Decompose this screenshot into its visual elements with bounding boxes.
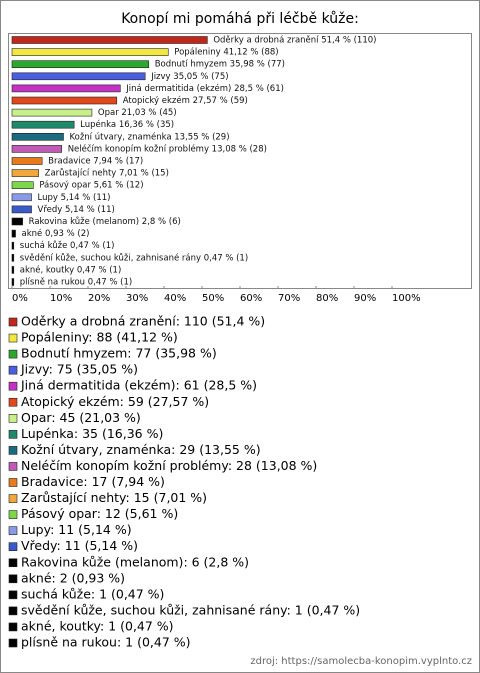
value-label: Bradavice 7,94 % (17) bbox=[48, 157, 143, 167]
value-label: suchá kůže 0,47 % (1) bbox=[20, 240, 115, 251]
legend-swatch bbox=[8, 446, 18, 455]
legend-label: Bradavice: 17 (7,94 %) bbox=[21, 474, 165, 489]
x-tick-label: 30% bbox=[126, 293, 148, 304]
value-label: Opar 21,03 % (45) bbox=[98, 108, 177, 118]
bar bbox=[11, 84, 121, 93]
bar bbox=[11, 181, 34, 189]
value-label: Vředy 5,14 % (11) bbox=[38, 205, 115, 215]
legend-swatch bbox=[8, 333, 18, 343]
bar bbox=[11, 278, 15, 286]
legend-label: Kožní útvary, znaménka: 29 (13,55 %) bbox=[21, 442, 261, 457]
bar bbox=[11, 254, 15, 262]
legend-label: suchá kůže: 1 (0,47 %) bbox=[21, 586, 164, 601]
legend-swatch bbox=[8, 494, 18, 503]
value-label: Jiná dermatitida (ekzém) 28,5 % (61) bbox=[125, 83, 284, 94]
legend-swatch bbox=[8, 606, 18, 616]
bar bbox=[11, 241, 15, 250]
legend-swatch bbox=[8, 349, 18, 359]
legend-label: Rakovina kůže (melanom): 6 (2,8 %) bbox=[21, 554, 249, 569]
legend-label: Atopický ekzém: 59 (27,57 %) bbox=[21, 394, 209, 409]
legend-swatch bbox=[8, 542, 18, 552]
bar bbox=[11, 169, 39, 177]
value-label: Bodnutí hmyzem 35,98 % (77) bbox=[155, 60, 285, 70]
value-label: Pásový opar 5,61 % (12) bbox=[39, 181, 143, 191]
legend-swatch bbox=[8, 317, 18, 327]
bar bbox=[11, 145, 63, 153]
legend-swatch bbox=[8, 526, 18, 535]
legend-label: akné, koutky: 1 (0,47 %) bbox=[21, 618, 174, 633]
bar bbox=[11, 60, 150, 69]
value-label: Atopický ekzém 27,57 % (59) bbox=[123, 95, 248, 106]
legend-label: Pásový opar: 12 (5,61 %) bbox=[21, 506, 178, 521]
legend-label: Popáleniny: 88 (41,12 %) bbox=[21, 330, 178, 345]
legend-swatch bbox=[8, 638, 18, 648]
value-label: Lupy 5,14 % (11) bbox=[38, 193, 111, 203]
x-tick-label: 50% bbox=[202, 293, 224, 304]
bar bbox=[11, 108, 93, 117]
legend-label: Jizvy: 75 (35,05 %) bbox=[20, 362, 138, 377]
x-tick-label: 70% bbox=[278, 293, 300, 304]
value-label: Lupénka 16,36 % (35) bbox=[80, 119, 174, 130]
value-label: Zarůstající nehty 7,01 % (15) bbox=[45, 168, 169, 179]
legend-label: Jiná dermatitida (ekzém): 61 (28,5 %) bbox=[20, 378, 257, 393]
legend-swatch bbox=[8, 397, 18, 407]
bar bbox=[11, 120, 75, 129]
value-label: Oděrky a drobná zranění 51,4 % (110) bbox=[213, 36, 376, 46]
x-tick-label: 100% bbox=[392, 293, 421, 304]
bar bbox=[11, 266, 15, 274]
bar bbox=[11, 157, 43, 165]
value-label: Popáleniny 41,12 % (88) bbox=[174, 48, 278, 58]
bar bbox=[11, 96, 118, 105]
bar bbox=[11, 48, 169, 56]
legend-swatch bbox=[8, 590, 18, 600]
bar bbox=[11, 72, 146, 81]
legend-label: Vředy: 11 (5,14 %) bbox=[21, 538, 138, 553]
value-label: akné 0,93 % (2) bbox=[22, 228, 90, 239]
legend-label: Opar: 45 (21,03 %) bbox=[21, 410, 141, 425]
legend-label: plísně na rukou: 1 (0,47 %) bbox=[21, 635, 191, 650]
bar bbox=[11, 217, 23, 226]
legend-label: akné: 2 (0,93 %) bbox=[21, 570, 125, 585]
value-label: Jizvy 35,05 % (75) bbox=[150, 72, 228, 82]
value-label: akné, koutky 0,47 % (1) bbox=[20, 264, 122, 275]
legend-label: Lupy: 11 (5,14 %) bbox=[21, 522, 132, 537]
legend-swatch bbox=[8, 478, 18, 487]
bar bbox=[11, 205, 32, 214]
legend-swatch bbox=[8, 430, 18, 439]
legend-label: Zarůstající nehty: 15 (7,01 %) bbox=[21, 490, 207, 505]
chart-title: Konopí mi pomáhá při léčbě kůže: bbox=[121, 11, 359, 27]
legend-swatch bbox=[8, 462, 18, 471]
value-label: svědění kůže, suchou kůži, zahnisané rán… bbox=[20, 252, 248, 263]
x-tick-label: 80% bbox=[316, 293, 338, 304]
legend-swatch bbox=[8, 365, 18, 375]
legend-swatch bbox=[8, 510, 18, 519]
bar bbox=[11, 133, 64, 141]
x-tick-label: 40% bbox=[164, 293, 186, 304]
value-label: plísně na rukou 0,47 % (1) bbox=[20, 278, 132, 288]
bar bbox=[11, 229, 16, 238]
value-label: Kožní útvary, znaménka 13,55 % (29) bbox=[69, 131, 229, 142]
legend-swatch bbox=[8, 558, 18, 568]
x-tick-label: 60% bbox=[240, 293, 262, 304]
value-label: Rakovina kůže (melanom) 2,8 % (6) bbox=[29, 216, 181, 227]
x-tick-label: 0% bbox=[12, 293, 28, 304]
legend-label: Bodnutí hmyzem: 77 (35,98 %) bbox=[21, 346, 217, 361]
value-label: Neléčím konopím kožní problémy 13,08 % (… bbox=[68, 143, 267, 154]
legend-swatch bbox=[8, 574, 18, 584]
x-tick-label: 20% bbox=[88, 293, 110, 304]
legend-label: svědění kůže, suchou kůži, zahnisané rán… bbox=[21, 602, 360, 617]
bar bbox=[11, 193, 32, 202]
x-tick-label: 90% bbox=[354, 293, 376, 304]
x-tick-label: 10% bbox=[50, 293, 72, 304]
legend-label: Neléčím konopím kožní problémy: 28 (13,0… bbox=[21, 458, 317, 473]
legend-swatch bbox=[8, 622, 18, 632]
legend-swatch bbox=[8, 413, 18, 423]
legend-swatch bbox=[8, 381, 18, 391]
bar bbox=[11, 36, 208, 44]
source: zdroj: https://samolecba-konopim.vyplnto… bbox=[250, 656, 472, 667]
legend-label: Lupénka: 35 (16,36 %) bbox=[21, 426, 163, 441]
legend-label: Oděrky a drobná zranění: 110 (51,4 %) bbox=[21, 314, 265, 329]
